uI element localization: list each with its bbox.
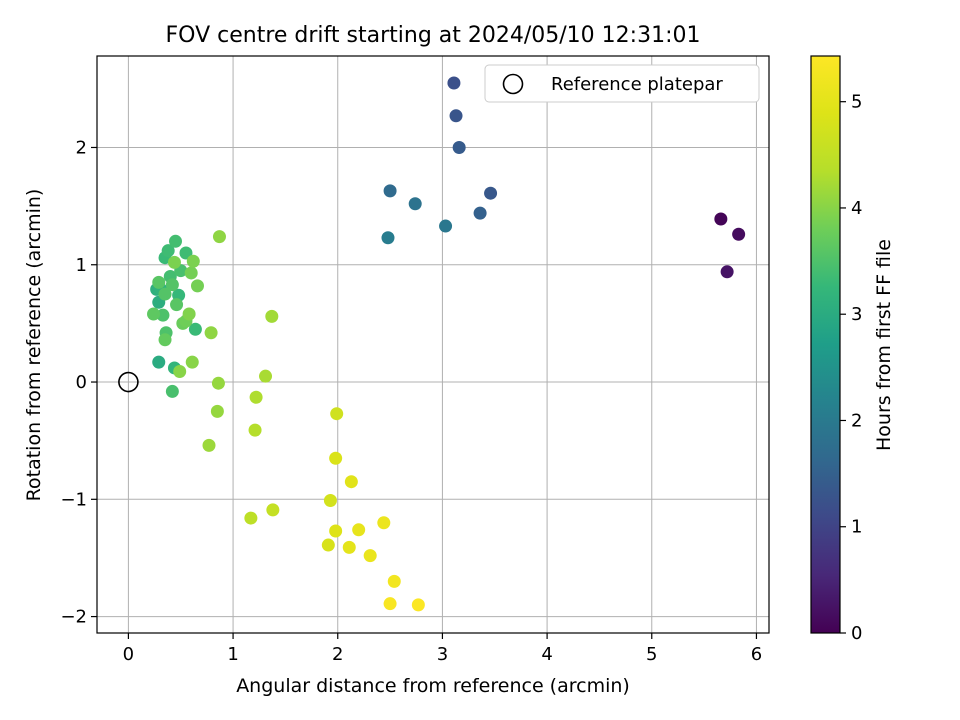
data-point xyxy=(188,322,202,336)
colorbar-label: Hours from first FF file xyxy=(873,239,895,451)
data-point xyxy=(323,493,337,507)
data-point xyxy=(152,275,166,289)
y-tick-label: −2 xyxy=(60,607,87,628)
x-tick-label: 1 xyxy=(227,644,238,665)
plot-area xyxy=(96,55,770,634)
data-point xyxy=(329,451,343,465)
data-point xyxy=(342,540,356,554)
data-point xyxy=(265,309,279,323)
data-point xyxy=(321,538,335,552)
data-point xyxy=(244,511,258,525)
data-point xyxy=(383,597,397,611)
data-point xyxy=(161,244,175,258)
colorbar-tick-label: 0 xyxy=(851,623,862,644)
chart-title: FOV centre drift starting at 2024/05/10 … xyxy=(166,23,701,48)
data-point xyxy=(377,516,391,530)
colorbar: 0 1 2 3 4 5 Hours from first FF file xyxy=(810,55,895,644)
data-point xyxy=(156,308,170,322)
x-tick-label: 3 xyxy=(437,644,448,665)
data-point xyxy=(210,404,224,418)
legend-box xyxy=(484,64,760,103)
data-point xyxy=(259,369,273,383)
colorbar-tick-label: 5 xyxy=(851,92,862,113)
data-point xyxy=(714,212,728,226)
data-point xyxy=(383,184,397,198)
data-point xyxy=(387,574,401,588)
data-point xyxy=(266,503,280,517)
data-point xyxy=(212,230,226,244)
data-point xyxy=(169,234,183,248)
data-point xyxy=(170,298,184,312)
y-axis-label: Rotation from reference (arcmin) xyxy=(23,189,45,502)
data-point xyxy=(185,355,199,369)
data-point xyxy=(158,287,172,301)
y-tick-label: 0 xyxy=(76,372,87,393)
grid xyxy=(97,56,769,633)
data-point xyxy=(249,390,263,404)
data-point xyxy=(186,254,200,268)
data-point xyxy=(732,227,746,241)
data-point xyxy=(165,384,179,398)
data-point xyxy=(720,265,734,279)
data-point xyxy=(173,364,187,378)
data-point xyxy=(147,307,161,321)
y-axis-ticks: −2 −1 0 1 2 xyxy=(60,137,97,628)
plot-background xyxy=(97,56,769,633)
colorbar-ticks: 0 1 2 3 4 5 xyxy=(840,92,862,644)
colorbar-tick-label: 1 xyxy=(851,517,862,538)
colorbar-tick-label: 4 xyxy=(851,198,862,219)
data-point xyxy=(449,109,463,123)
y-tick-label: 2 xyxy=(76,137,87,158)
data-point xyxy=(167,255,181,269)
data-point xyxy=(211,376,225,390)
x-axis-ticks: 0 1 2 3 4 5 6 xyxy=(123,633,762,665)
colorbar-tick-label: 2 xyxy=(851,410,862,431)
data-points xyxy=(147,76,746,612)
colorbar-tick-label: 3 xyxy=(851,304,862,325)
data-point xyxy=(329,524,343,538)
legend-label: Reference platepar xyxy=(551,74,723,95)
data-point xyxy=(158,333,172,347)
data-point xyxy=(473,206,487,220)
data-point xyxy=(452,140,466,154)
data-point xyxy=(202,438,216,452)
legend-marker xyxy=(502,73,524,95)
colorbar-gradient xyxy=(810,55,841,634)
y-tick-label: 1 xyxy=(76,255,87,276)
data-point xyxy=(408,197,422,211)
x-tick-label: 4 xyxy=(541,644,552,665)
data-point xyxy=(363,549,377,563)
data-point xyxy=(204,326,218,340)
x-tick-label: 0 xyxy=(123,644,134,665)
data-point xyxy=(330,407,344,421)
data-point xyxy=(184,266,198,280)
x-tick-label: 6 xyxy=(751,644,762,665)
data-point xyxy=(152,355,166,369)
data-point xyxy=(447,76,461,90)
x-tick-label: 2 xyxy=(332,644,343,665)
data-point xyxy=(381,231,395,245)
legend: Reference platepar xyxy=(484,64,760,103)
data-point xyxy=(344,475,358,489)
plot-frame xyxy=(96,55,770,634)
x-axis-label: Angular distance from reference (arcmin) xyxy=(236,675,630,697)
y-tick-label: −1 xyxy=(60,489,87,510)
data-point xyxy=(439,219,453,233)
reference-marker xyxy=(118,371,139,393)
data-point xyxy=(165,278,179,292)
data-point xyxy=(248,423,262,437)
x-tick-label: 5 xyxy=(646,644,657,665)
data-point xyxy=(182,307,196,321)
data-point xyxy=(411,598,425,612)
data-point xyxy=(190,279,204,293)
data-point xyxy=(352,523,366,537)
data-point xyxy=(484,186,498,200)
